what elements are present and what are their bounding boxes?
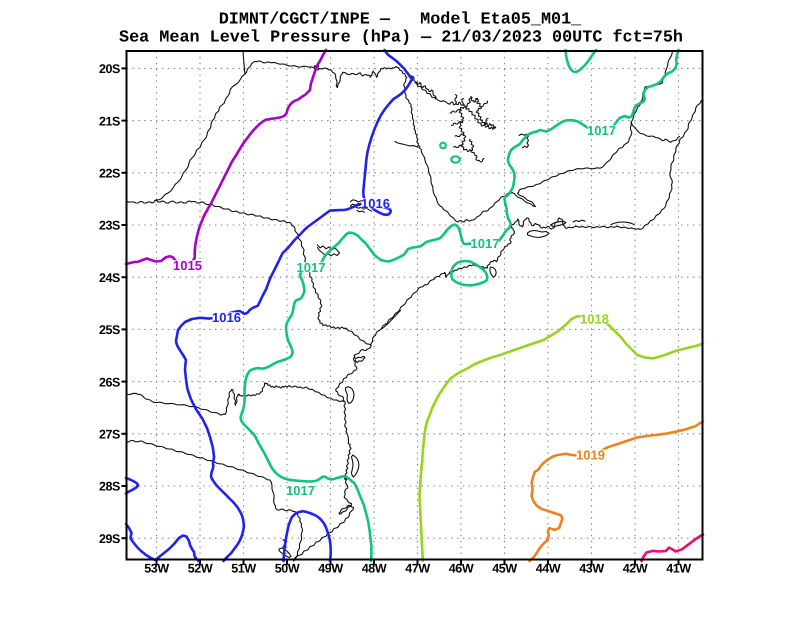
- svg-text:1015: 1015: [173, 258, 202, 273]
- svg-text:21S: 21S: [99, 114, 120, 128]
- svg-text:25S: 25S: [99, 323, 120, 337]
- svg-text:46W: 46W: [449, 562, 474, 576]
- svg-text:26S: 26S: [99, 375, 120, 389]
- svg-text:20S: 20S: [99, 62, 120, 76]
- svg-text:1017: 1017: [286, 483, 315, 498]
- svg-text:22S: 22S: [99, 167, 120, 181]
- svg-text:49W: 49W: [318, 562, 343, 576]
- svg-text:47W: 47W: [405, 562, 430, 576]
- svg-text:DIMNT/CGCT/INPE — Model Eta0: DIMNT/CGCT/INPE — Model Eta05_M01_: [219, 11, 582, 30]
- svg-text:28S: 28S: [99, 480, 120, 494]
- svg-text:42W: 42W: [623, 562, 648, 576]
- svg-text:1017: 1017: [297, 260, 326, 275]
- svg-text:1016: 1016: [212, 310, 241, 325]
- svg-text:51W: 51W: [231, 562, 256, 576]
- svg-text:29S: 29S: [99, 532, 120, 546]
- svg-text:1016: 1016: [361, 196, 390, 211]
- svg-text:53W: 53W: [144, 562, 169, 576]
- svg-text:44W: 44W: [536, 562, 561, 576]
- svg-text:45W: 45W: [492, 562, 517, 576]
- svg-text:1019: 1019: [576, 447, 605, 462]
- svg-text:1017: 1017: [587, 123, 616, 138]
- svg-text:Sea Mean Level Pressure (hPa): Sea Mean Level Pressure (hPa) — 21/03/20…: [119, 29, 683, 48]
- svg-text:1017: 1017: [471, 236, 500, 251]
- svg-text:27S: 27S: [99, 428, 120, 442]
- svg-text:41W: 41W: [666, 562, 691, 576]
- svg-text:43W: 43W: [579, 562, 604, 576]
- svg-text:23S: 23S: [99, 219, 120, 233]
- svg-text:24S: 24S: [99, 271, 120, 285]
- svg-text:48W: 48W: [362, 562, 387, 576]
- svg-text:50W: 50W: [275, 562, 300, 576]
- svg-text:52W: 52W: [188, 562, 213, 576]
- svg-text:1018: 1018: [580, 311, 609, 326]
